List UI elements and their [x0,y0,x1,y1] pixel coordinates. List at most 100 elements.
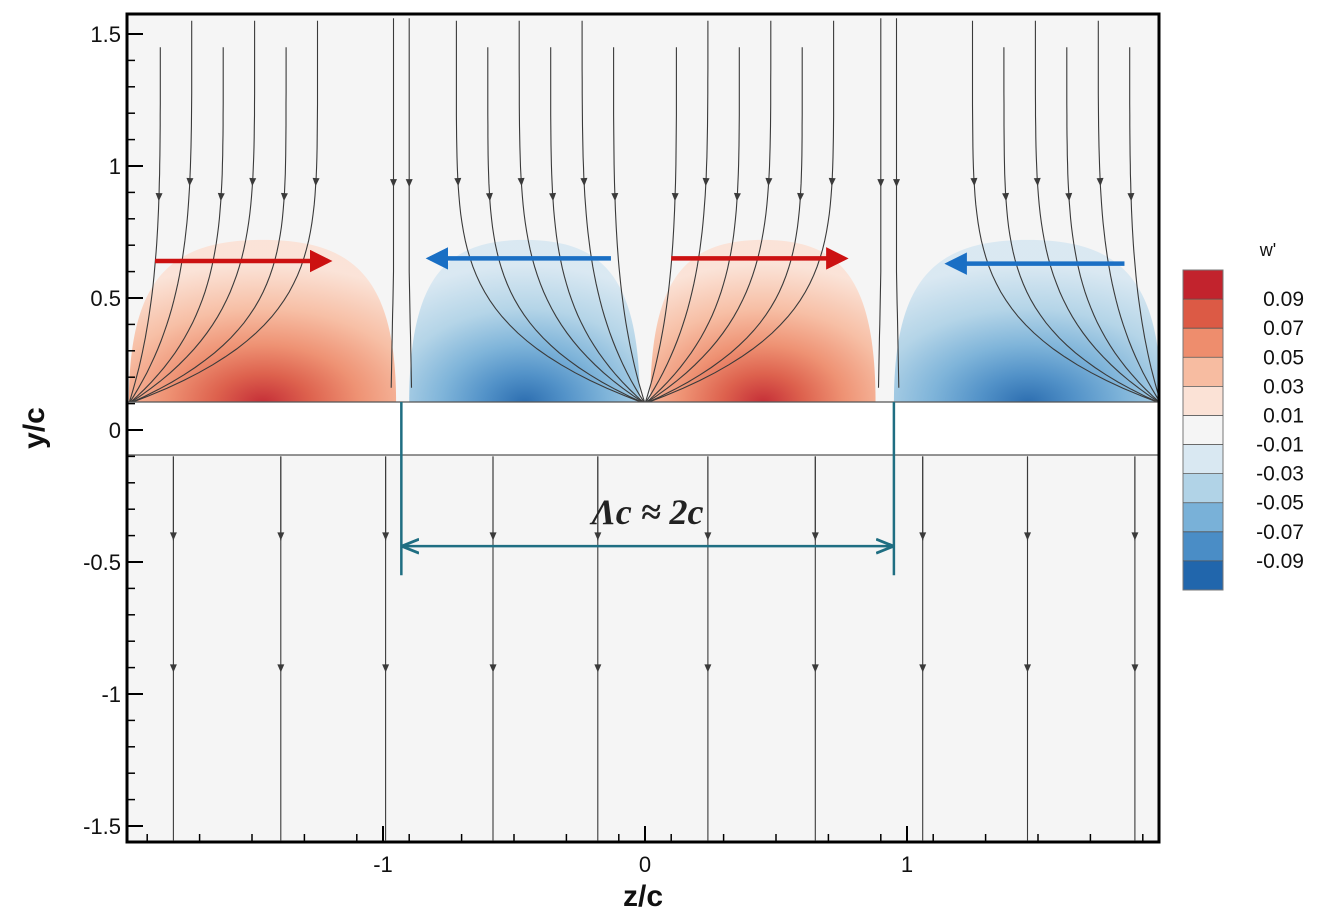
plot-frame [125,12,1161,844]
streamline-upper [971,20,1159,404]
colorbar-label: 0.01 [1263,405,1304,428]
contour-lobe-negative [409,239,640,404]
streamline-arrowhead [594,532,602,541]
streamline-arrowhead [797,192,805,202]
streamline-upper [550,47,646,405]
streamline-arrowhead [169,664,177,673]
streamline-arrowhead [277,664,285,673]
streamline-arrowhead [549,192,557,202]
streamline-upper [128,47,224,405]
y-tick-label: 1.5 [90,22,121,47]
streamline-arrowhead [405,179,413,188]
streamline-arrowhead [280,192,288,202]
contour-lobe-positive [128,239,397,404]
streamline-arrowhead [312,177,320,187]
streamline-arrowhead [704,532,712,541]
contour-lobe-positive [650,239,876,404]
streamline-arrowhead [1065,192,1073,202]
colorbar-label: -0.09 [1256,550,1304,573]
colorbar: w' 0.09 0.07 0.05 0.03 0.01 -0.01 -0.03 -0.05 -0… [1182,240,1304,591]
streamline-arrowhead [811,664,819,673]
streamline-arrowhead [489,664,497,673]
streamline-arrowhead [919,532,927,541]
colorbar-label: 0.07 [1263,317,1304,340]
streamline-upper [644,20,772,405]
y-tick-label: 0.5 [90,286,121,311]
x-tick-label: 1 [901,852,913,877]
streamline-arrowhead [594,664,602,673]
colorbar-label: -0.03 [1256,463,1304,486]
streamline-upper [644,20,835,405]
streamline-arrowhead [1131,532,1139,541]
streamline-arrowhead [811,532,819,541]
y-axis-title: y/c [18,407,51,449]
streamline-arrowhead [702,177,710,187]
streamline-arrowhead [1127,192,1135,202]
colorbar-swatch [1183,357,1223,387]
streamline-arrowhead [217,192,225,202]
y-tick-label: -0.5 [83,550,121,575]
contour-layer [128,239,1159,404]
colorbar-swatch [1183,299,1223,329]
streamline-arrowhead [485,192,493,202]
y-tick-label: 1 [109,154,121,179]
streamline-arrowhead [1033,177,1041,187]
streamline-upper [487,47,646,405]
colorbar-swatch [1183,386,1223,416]
streamline-upper [128,47,287,405]
streamline-arrowhead [1024,664,1032,673]
streamline-upper [644,47,677,404]
streamline-arrowhead [389,179,397,188]
streamline-arrowhead [704,664,712,673]
streamline-upper [644,47,740,405]
streamline-arrowhead [169,532,177,541]
colorbar-label: 0.09 [1263,288,1304,311]
colorbar-swatch [1183,560,1223,591]
streamline-arrowhead [893,179,901,188]
body-slab [127,402,1159,455]
streamline-upper [128,47,161,404]
colorbar-swatch [1183,328,1223,358]
streamline-upper [128,20,256,405]
colorbar-label: 0.05 [1263,346,1304,369]
streamline-arrowhead [155,192,163,202]
streamline-separation [408,18,413,388]
colorbar-swatch [1183,415,1223,446]
y-tick-label: 0 [109,418,121,443]
colorbar-swatch [1183,444,1223,475]
colorbar-border [1182,269,1224,591]
streamline-layer [128,18,1159,841]
colorbar-label: -0.07 [1256,521,1304,544]
x-tick-label: 0 [639,852,651,877]
y-tick-label: -1 [101,682,121,707]
streamline-upper [1129,47,1159,399]
streamline-upper [1066,47,1159,403]
streamline-separation [390,18,395,388]
streamline-arrowhead [733,192,741,202]
streamline-upper [1034,20,1159,403]
streamline-arrowhead [765,177,773,187]
streamline-upper [644,20,709,404]
contour-lobe-negative [893,239,1159,404]
colorbar-labels: 0.09 0.07 0.05 0.03 0.01 -0.01 -0.03 -0.05 -0.07… [1256,288,1304,573]
streamline-upper [455,20,646,405]
y-tick-label: -1.5 [83,814,121,839]
streamline-upper [518,20,646,405]
streamline-arrowhead [611,192,619,202]
x-tick-label: -1 [373,852,393,877]
streamline-arrowhead [382,532,390,541]
streamline-arrowhead [1131,664,1139,673]
x-axis-title: z/c [623,880,663,913]
streamline-arrowhead [1024,532,1032,541]
streamline-upper [1097,20,1159,402]
colorbar-swatch [1183,473,1223,504]
streamline-separation [877,18,882,388]
streamline-upper [128,20,193,404]
axes: -1 0 1 1.5 1 0.5 0 -0.5 -1 -1.5 [83,22,1144,877]
streamline-arrowhead [1002,192,1010,202]
streamline-upper [128,20,319,405]
colorbar-title: w' [1259,240,1276,260]
arrow-layer [155,247,1125,275]
streamline-upper [644,47,803,405]
